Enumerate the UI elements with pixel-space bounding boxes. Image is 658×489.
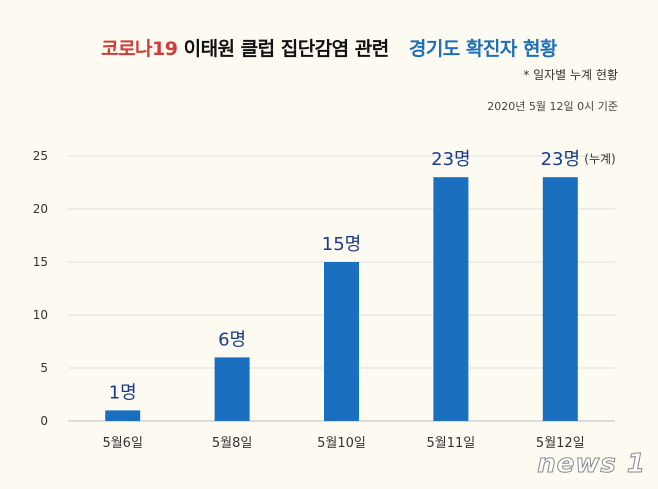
data-label: 23명 [431, 149, 470, 170]
x-tick-label: 5월6일 [102, 436, 142, 451]
data-label: 15명 [322, 234, 361, 255]
news1-logo: news 1 [537, 449, 646, 480]
title-red: 코로나19 [101, 38, 178, 60]
title-blue: 경기도 확진자 현황 [408, 38, 558, 60]
y-tick-label: 5 [40, 361, 48, 375]
data-label: 6명 [218, 329, 246, 350]
y-tick-label: 0 [40, 414, 48, 428]
title-black: 이태원 클럽 집단감염 관련 [183, 38, 390, 60]
chart-title: 코로나19 이태원 클럽 집단감염 관련 경기도 확진자 현황 [0, 34, 658, 61]
cumulative-note: (누계) [584, 152, 615, 166]
y-tick-label: 25 [33, 149, 48, 163]
bar [433, 177, 469, 421]
y-tick-label: 20 [33, 202, 48, 216]
date-note: 2020년 5월 12일 0시 기준 [487, 100, 618, 113]
x-tick-label: 5월11일 [427, 436, 476, 451]
y-tick-label: 10 [33, 308, 48, 322]
x-tick-label: 5월12일 [536, 436, 585, 451]
bar [324, 262, 359, 421]
bar [214, 357, 250, 421]
subtitle: * 일자별 누계 현황 [523, 68, 618, 82]
data-label: 23명 [541, 149, 580, 170]
bar [105, 410, 141, 421]
bar [542, 177, 578, 421]
y-tick-label: 15 [33, 255, 48, 269]
data-label: 1명 [109, 382, 137, 403]
x-tick-label: 5월10일 [317, 436, 366, 451]
x-tick-label: 5월8일 [212, 436, 252, 451]
